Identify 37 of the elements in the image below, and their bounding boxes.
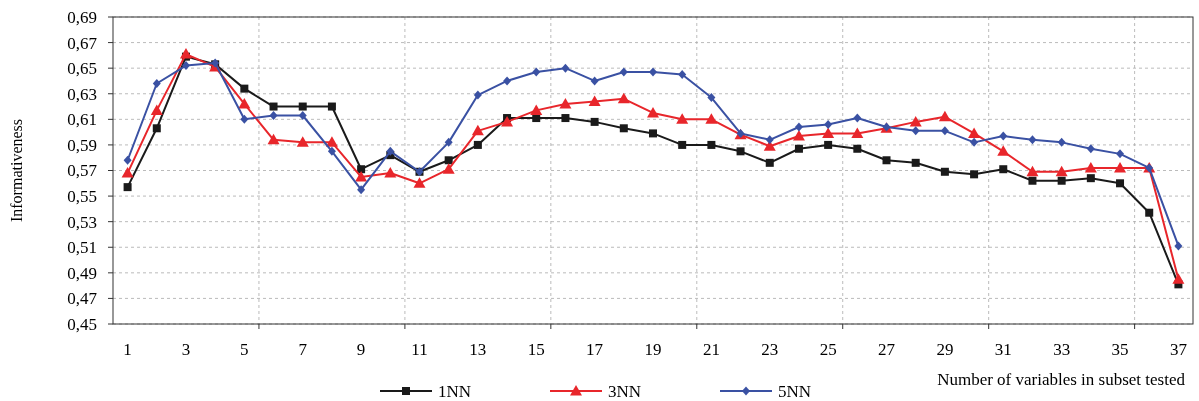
y-tick-label: 0,65 [67,59,97,79]
x-tick-label: 37 [1169,340,1188,359]
x-tick-label: 11 [411,340,428,359]
x-tick-label: 25 [819,340,837,359]
y-tick-label: 0,51 [67,238,97,258]
y-tick-label: 0,49 [67,263,97,283]
x-tick-label: 1 [123,340,132,359]
x-tick-label: 17 [586,340,604,359]
x-tick-label: 9 [356,340,366,359]
x-tick-label: 35 [1111,340,1129,359]
x-tick-label: 3 [181,340,191,359]
y-tick-label: 0,47 [67,289,98,309]
y-tick-label: 0,59 [67,135,97,155]
x-tick-label: 29 [936,340,954,359]
x-tick-label: 31 [994,340,1012,359]
y-tick-label: 0,45 [67,314,97,334]
x-tick-label: 21 [702,340,720,359]
x-tick-label: 27 [878,340,896,359]
x-tick-label: 15 [527,340,545,359]
x-tick-label: 7 [298,340,308,359]
x-tick-label: 33 [1053,340,1071,359]
y-tick-label: 0,63 [67,84,97,104]
y-tick-label: 0,53 [67,212,97,232]
x-tick-label: 13 [469,340,487,359]
y-axis-title: Informativeness [8,118,25,223]
x-axis-title: Number of variables in subset tested [937,370,1186,389]
legend-label: 3NN [608,381,642,401]
x-tick-label: 5 [240,340,249,359]
x-tick-label: 19 [644,340,662,359]
x-tick-label: 23 [761,340,779,359]
y-tick-label: 0,67 [67,33,98,53]
y-tick-label: 0,55 [67,187,97,207]
y-tick-label: 0,57 [67,161,98,181]
legend-label: 1NN [438,381,472,401]
legend-label: 5NN [778,381,812,401]
y-tick-label: 0,69 [67,7,97,27]
y-tick-label: 0,61 [67,110,97,130]
